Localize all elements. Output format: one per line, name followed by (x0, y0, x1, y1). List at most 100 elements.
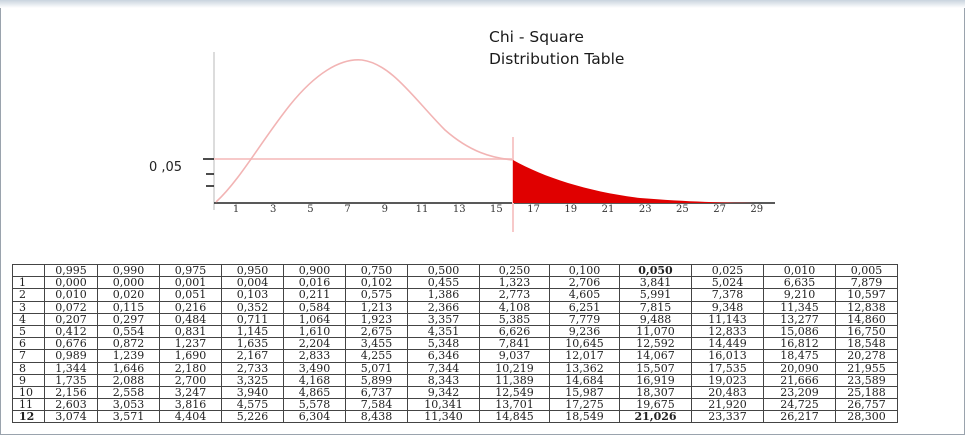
table-cell: 2,088 (97, 373, 160, 387)
table-cell: 8,438 (345, 410, 408, 424)
table-cell: 12,549 (479, 385, 550, 400)
table-cell: 1,690 (159, 349, 222, 363)
table-cell: 0,676 (44, 337, 98, 351)
x-tick-label: 9 (382, 204, 388, 215)
table-cell: 1,213 (345, 300, 408, 314)
table-cell: 2,603 (44, 398, 98, 412)
df-cell: 12 (12, 410, 45, 424)
table-cell: 6,635 (763, 276, 836, 290)
table-cell: 0,103 (221, 288, 284, 302)
table-cell: 11,389 (479, 373, 550, 387)
table-cell: 1,923 (345, 312, 408, 326)
table-cell: 3,053 (97, 398, 160, 412)
x-tick-labels: 1 3 5 7 9 11 13 15 17 19 21 23 25 27 29 (233, 204, 763, 215)
table-cell: 5,578 (283, 398, 346, 412)
table-cell: 21,666 (763, 373, 836, 387)
table-cell: 2,733 (221, 361, 284, 375)
table-cell: 16,013 (691, 349, 764, 363)
table-cell: 13,362 (549, 361, 620, 375)
table-cell: 4,605 (549, 288, 620, 302)
table-cell: 0,004 (221, 276, 284, 290)
table-cell: 2,675 (345, 324, 408, 339)
table-cell: 0,554 (97, 324, 160, 339)
table-cell: 6,737 (345, 385, 408, 400)
table-cell: 0,010 (44, 288, 98, 302)
x-tick-label: 29 (750, 204, 763, 215)
table-cell: 0,051 (159, 288, 222, 302)
table-cell: 9,488 (619, 312, 692, 326)
table-cell: 5,071 (345, 361, 408, 375)
x-tick-label: 5 (307, 204, 313, 215)
df-cell: 6 (12, 337, 45, 351)
table-cell: 1,145 (221, 324, 284, 339)
table-cell: 7,344 (407, 361, 480, 375)
column-header: 0,100 (549, 263, 620, 278)
table-cell: 1,323 (479, 276, 550, 290)
table-cell: 12,833 (691, 324, 764, 339)
table-cell: 3,325 (221, 373, 284, 387)
table-row: 7 0,989 1,239 1,690 2,167 2,833 4,255 6,346 9,03… (12, 349, 898, 363)
table-cell: 11,345 (763, 300, 836, 314)
table-cell: 5,385 (479, 312, 550, 326)
table-cell: 25,188 (835, 385, 898, 400)
table-header-row: 0,995 0,990 0,975 0,950 0,900 0,750 0,500 0,250… (12, 263, 898, 278)
table-cell: 11,340 (407, 410, 480, 424)
table-cell: 14,684 (549, 373, 620, 387)
table-cell: 3,841 (619, 276, 692, 290)
table-cell: 10,645 (549, 337, 620, 351)
table-cell: 24,725 (763, 398, 836, 412)
table-cell: 3,571 (97, 410, 160, 424)
table-cell: 10,597 (835, 288, 898, 302)
table-cell: 1,610 (283, 324, 346, 339)
table-cell: 2,180 (159, 361, 222, 375)
table-cell: 21,026 (619, 410, 692, 424)
table-cell: 5,024 (691, 276, 764, 290)
column-header: 0,950 (221, 263, 284, 278)
table-cell: 0,872 (97, 337, 160, 351)
table-cell: 2,167 (221, 349, 284, 363)
table-cell: 4,255 (345, 349, 408, 363)
table-row: 2 0,010 0,020 0,051 0,103 0,211 0,575 1,386 2,77… (12, 288, 898, 302)
table-cell: 5,899 (345, 373, 408, 387)
df-cell: 5 (12, 324, 45, 339)
chi-square-table: 0,995 0,990 0,975 0,950 0,900 0,750 0,500 0,250… (12, 263, 898, 424)
x-tick-label: 23 (639, 204, 652, 215)
table-cell: 4,575 (221, 398, 284, 412)
table-cell: 7,378 (691, 288, 764, 302)
table-cell: 2,833 (283, 349, 346, 363)
table-cell: 0,711 (221, 312, 284, 326)
table-cell: 3,074 (44, 410, 98, 424)
table-cell: 9,342 (407, 385, 480, 400)
table-cell: 6,304 (283, 410, 346, 424)
table-cell: 0,216 (159, 300, 222, 314)
table-cell: 19,023 (691, 373, 764, 387)
x-tick-label: 25 (676, 204, 689, 215)
table-cell: 0,020 (97, 288, 160, 302)
table-cell: 0,001 (159, 276, 222, 290)
title-line-2: Distribution Table (489, 50, 625, 68)
table-cell: 0,016 (283, 276, 346, 290)
table-cell: 28,300 (835, 410, 898, 424)
x-tick-label: 11 (416, 204, 429, 215)
table-row: 8 1,344 1,646 2,180 2,733 3,490 5,071 7,344 10,2… (12, 361, 898, 375)
table-cell: 1,064 (283, 312, 346, 326)
table-cell: 12,838 (835, 300, 898, 314)
top-border (0, 0, 965, 8)
column-header: 0,025 (691, 263, 764, 278)
table-cell: 10,219 (479, 361, 550, 375)
table-cell: 20,278 (835, 349, 898, 363)
rejection-region-shade (513, 160, 770, 203)
table-cell: 13,701 (479, 398, 550, 412)
table-corner-cell (12, 263, 45, 278)
column-header: 0,750 (345, 263, 408, 278)
table-cell: 1,386 (407, 288, 480, 302)
table-cell: 16,812 (763, 337, 836, 351)
table-cell: 0,211 (283, 288, 346, 302)
table-cell: 4,168 (283, 373, 346, 387)
table-cell: 19,675 (619, 398, 692, 412)
p-value-label: 0 ,05 (149, 160, 183, 175)
table-cell: 0,352 (221, 300, 284, 314)
table-cell: 9,037 (479, 349, 550, 363)
column-header: 0,010 (763, 263, 836, 278)
table-cell: 23,209 (763, 385, 836, 400)
